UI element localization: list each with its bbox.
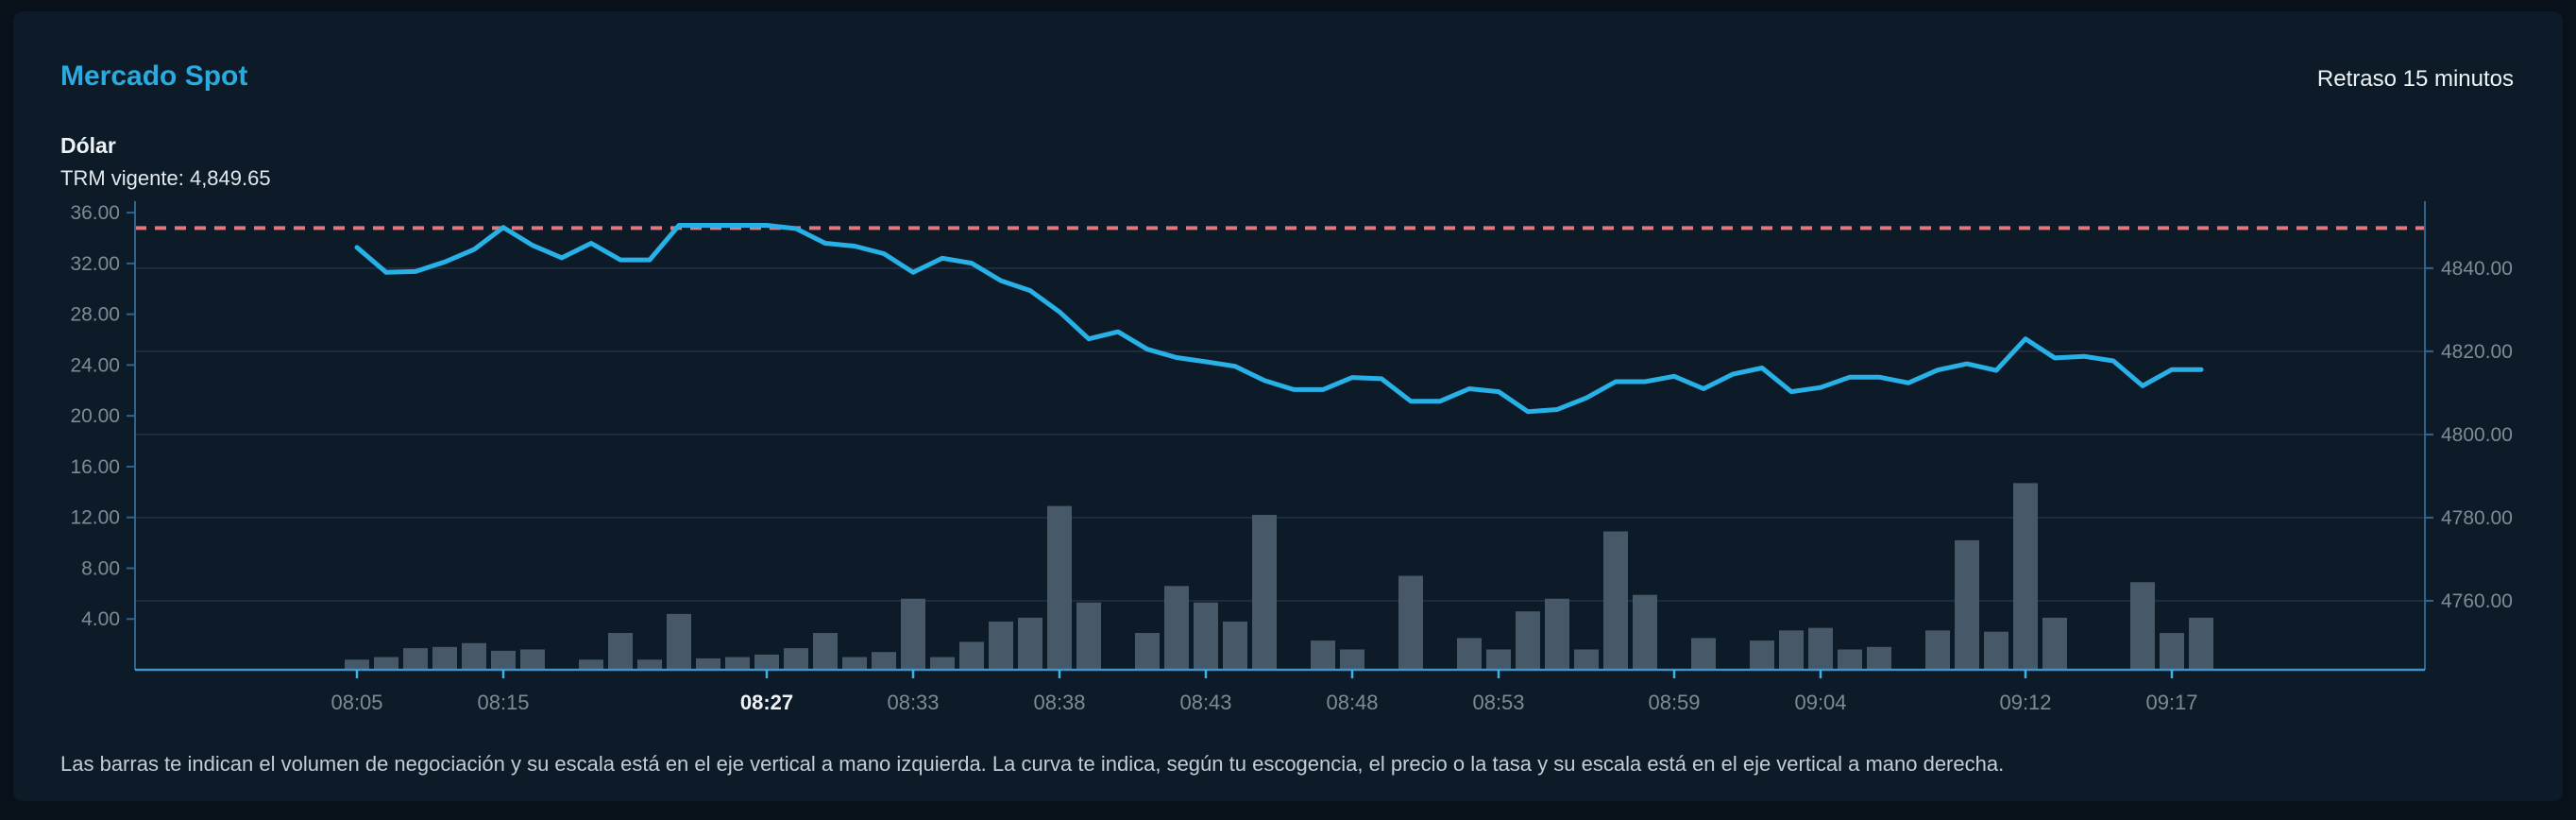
volume-bar[interactable] <box>754 654 779 670</box>
volume-bar[interactable] <box>930 657 955 670</box>
volume-bar[interactable] <box>1955 539 1979 670</box>
instrument-label: Dólar <box>60 133 116 158</box>
volume-bar[interactable] <box>2160 633 2184 670</box>
volume-bar[interactable] <box>2042 617 2067 670</box>
volume-bar[interactable] <box>1457 638 1482 670</box>
x-axis-time: 08:05 08:15 08:27 08:33 08:38 08:43 08:48 08:53… <box>330 670 2198 714</box>
svg-text:08:27: 08:27 <box>740 691 793 714</box>
svg-text:4780.00: 4780.00 <box>2441 507 2513 529</box>
volume-bar[interactable] <box>989 621 1013 670</box>
svg-text:08:59: 08:59 <box>1648 691 1700 714</box>
volume-bar[interactable] <box>1779 630 1804 670</box>
right-axis-price: 4840.00 4820.00 4800.00 4780.00 4760.00 <box>2425 258 2513 612</box>
svg-text:20.00: 20.00 <box>70 405 120 427</box>
volume-bar[interactable] <box>403 648 428 670</box>
svg-text:4760.00: 4760.00 <box>2441 590 2513 612</box>
svg-text:24.00: 24.00 <box>70 354 120 376</box>
volume-bar[interactable] <box>1018 617 1042 670</box>
volume-bar[interactable] <box>1750 641 1774 670</box>
page-title: Mercado Spot <box>60 60 248 92</box>
volume-bar[interactable] <box>696 658 720 670</box>
volume-bar[interactable] <box>1135 633 1160 670</box>
svg-text:16.00: 16.00 <box>70 456 120 478</box>
trm-line: TRM vigente: 4,849.65 <box>60 166 271 191</box>
volume-bar[interactable] <box>1047 505 1072 670</box>
svg-text:08:38: 08:38 <box>1033 691 1085 714</box>
volume-bar[interactable] <box>959 641 984 670</box>
volume-bar[interactable] <box>1691 638 1716 670</box>
volume-bar[interactable] <box>2013 483 2038 670</box>
volume-bar[interactable] <box>1311 641 1335 670</box>
volume-bar[interactable] <box>1925 630 1950 670</box>
volume-bar[interactable] <box>608 633 633 670</box>
svg-text:32.00: 32.00 <box>70 253 120 275</box>
svg-text:09:17: 09:17 <box>2145 691 2197 714</box>
volume-bar[interactable] <box>1867 646 1891 670</box>
gridlines <box>135 267 2425 602</box>
volume-bar[interactable] <box>1164 586 1189 670</box>
volume-bar[interactable] <box>1252 515 1277 670</box>
volume-bar[interactable] <box>345 659 369 670</box>
volume-bar[interactable] <box>374 657 398 670</box>
volume-bar[interactable] <box>579 659 603 670</box>
volume-bar[interactable] <box>2189 617 2213 670</box>
volume-bar[interactable] <box>1984 631 2008 670</box>
svg-text:8.00: 8.00 <box>81 557 120 579</box>
svg-text:09:04: 09:04 <box>1794 691 1846 714</box>
volume-bars <box>345 483 2213 670</box>
volume-bar[interactable] <box>1076 602 1101 670</box>
volume-bar[interactable] <box>784 648 808 670</box>
volume-bar[interactable] <box>1223 621 1247 670</box>
volume-bar[interactable] <box>901 598 925 670</box>
volume-bar[interactable] <box>1545 598 1569 670</box>
volume-bar[interactable] <box>1486 649 1511 670</box>
volume-bar[interactable] <box>1808 627 1833 670</box>
svg-text:4.00: 4.00 <box>81 608 120 630</box>
volume-bar[interactable] <box>842 657 867 670</box>
svg-text:08:15: 08:15 <box>477 691 529 714</box>
price-volume-chart[interactable]: 36.00 32.00 28.00 24.00 20.00 16.00 12.00 8.00 4… <box>23 189 2553 718</box>
volume-bar[interactable] <box>1194 602 1218 670</box>
svg-text:36.00: 36.00 <box>70 202 120 224</box>
price-line[interactable] <box>354 223 2204 415</box>
volume-bar[interactable] <box>491 650 516 670</box>
volume-bar[interactable] <box>1398 575 1423 670</box>
volume-bar[interactable] <box>1603 531 1628 670</box>
svg-text:4840.00: 4840.00 <box>2441 258 2513 280</box>
volume-bar[interactable] <box>637 659 662 670</box>
svg-text:09:12: 09:12 <box>1999 691 2051 714</box>
volume-bar[interactable] <box>813 633 838 670</box>
svg-text:28.00: 28.00 <box>70 304 120 326</box>
left-axis-volume: 36.00 32.00 28.00 24.00 20.00 16.00 12.00 8.00 4… <box>70 202 135 630</box>
volume-bar[interactable] <box>1574 649 1599 670</box>
svg-text:08:53: 08:53 <box>1472 691 1524 714</box>
volume-bar[interactable] <box>872 652 896 670</box>
mercado-spot-card: Mercado Spot Retraso 15 minutos Dólar TR… <box>13 11 2563 801</box>
trm-label: TRM vigente: <box>60 166 184 190</box>
trm-value: 4,849.65 <box>189 166 271 190</box>
svg-text:4820.00: 4820.00 <box>2441 341 2513 363</box>
volume-bar[interactable] <box>667 613 691 670</box>
volume-bar[interactable] <box>1633 594 1657 670</box>
axes <box>134 201 2426 672</box>
volume-bar[interactable] <box>1340 649 1364 670</box>
svg-text:08:33: 08:33 <box>887 691 939 714</box>
delay-badge: Retraso 15 minutos <box>2316 66 2514 92</box>
volume-bar[interactable] <box>462 642 486 670</box>
volume-bar[interactable] <box>2130 582 2155 670</box>
volume-bar[interactable] <box>1516 611 1540 670</box>
volume-bar[interactable] <box>1838 649 1862 670</box>
svg-text:08:05: 08:05 <box>330 691 382 714</box>
volume-bar[interactable] <box>725 657 750 670</box>
svg-text:08:48: 08:48 <box>1326 691 1378 714</box>
svg-text:12.00: 12.00 <box>70 507 120 529</box>
volume-bar[interactable] <box>432 646 457 670</box>
svg-text:08:43: 08:43 <box>1179 691 1231 714</box>
volume-bar[interactable] <box>520 649 545 670</box>
chart-description: Las barras te indican el volumen de nego… <box>60 752 2005 776</box>
svg-text:4800.00: 4800.00 <box>2441 424 2513 446</box>
